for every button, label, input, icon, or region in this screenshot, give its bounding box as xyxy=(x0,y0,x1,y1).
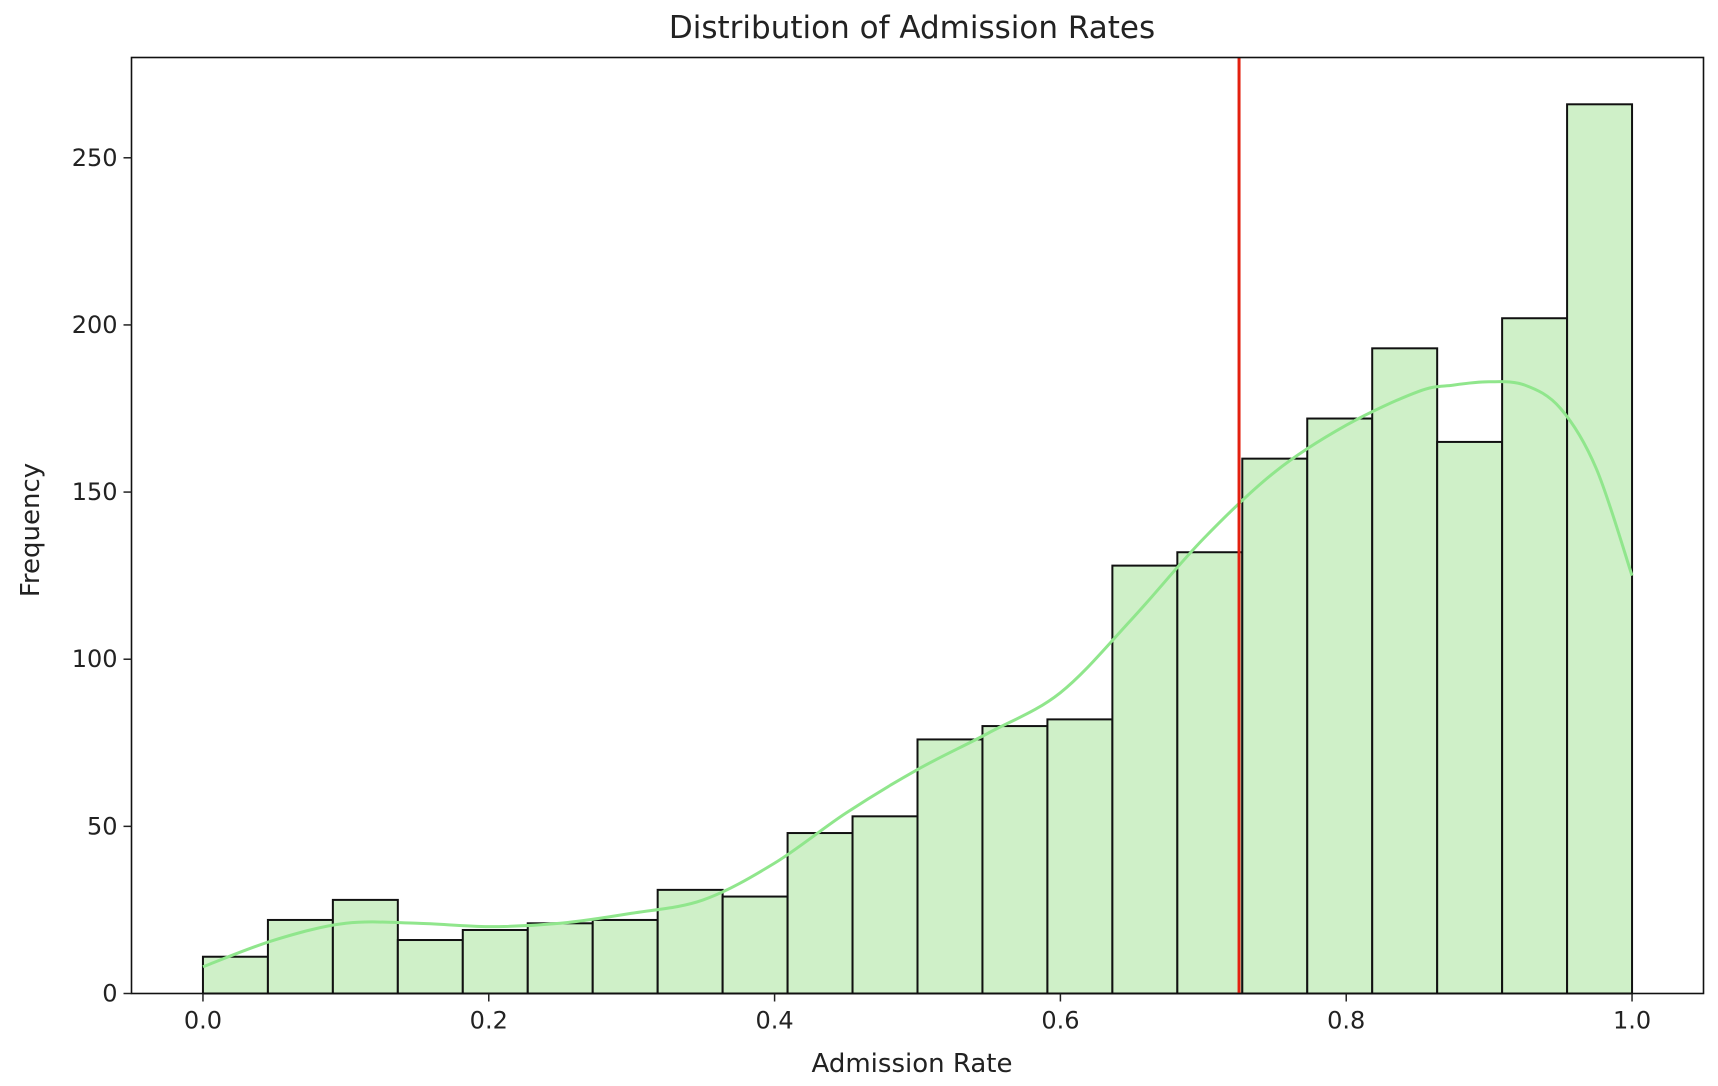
y-tick-label: 100 xyxy=(72,645,118,673)
histogram-bar xyxy=(1371,347,1439,995)
histogram-bar xyxy=(1111,564,1179,995)
y-axis-label: Frequency xyxy=(16,463,46,597)
y-tick-label: 50 xyxy=(87,812,118,840)
histogram-bar xyxy=(396,939,464,995)
y-tick-label: 250 xyxy=(72,144,118,172)
x-axis-ticks: 0.0 0.2 0.4 0.6 0.8 1.0 xyxy=(184,993,1651,1035)
x-tick-label: 0.0 xyxy=(184,1007,222,1035)
y-axis-ticks: 0 50 100 150 200 250 xyxy=(72,144,132,1008)
x-tick-label: 0.6 xyxy=(1041,1007,1079,1035)
histogram-bar xyxy=(591,918,659,995)
histogram-bar xyxy=(721,895,789,995)
histogram-bar xyxy=(1306,417,1374,995)
y-tick-label: 150 xyxy=(72,478,118,506)
x-tick-label: 1.0 xyxy=(1613,1007,1651,1035)
histogram-bar xyxy=(1566,103,1634,995)
histogram-bar xyxy=(981,725,1049,995)
histogram-bar xyxy=(786,832,854,995)
kde-curve xyxy=(202,380,1634,969)
histogram-bar xyxy=(461,928,529,995)
histogram-bar xyxy=(331,898,399,995)
x-tick-label: 0.2 xyxy=(470,1007,508,1035)
y-tick-label: 0 xyxy=(102,980,117,1008)
histogram-bar xyxy=(1176,551,1244,995)
plot-frame xyxy=(130,56,1705,995)
histogram-bar xyxy=(266,918,334,995)
histogram-bar xyxy=(656,888,724,995)
histogram-bar xyxy=(1501,317,1569,995)
x-tick-label: 0.4 xyxy=(756,1007,794,1035)
histogram-bar xyxy=(1241,457,1309,995)
histogram-bar xyxy=(1436,440,1504,995)
x-axis-label: Admission Rate xyxy=(812,1049,1013,1079)
histogram-bars xyxy=(201,103,1634,995)
histogram-bar xyxy=(851,815,919,995)
histogram-bar xyxy=(526,922,594,995)
histogram-bar xyxy=(1046,718,1114,995)
histogram-bar xyxy=(916,738,984,995)
chart-title: Distribution of Admission Rates xyxy=(669,10,1155,46)
x-tick-label: 0.8 xyxy=(1327,1007,1365,1035)
y-tick-label: 200 xyxy=(72,311,118,339)
